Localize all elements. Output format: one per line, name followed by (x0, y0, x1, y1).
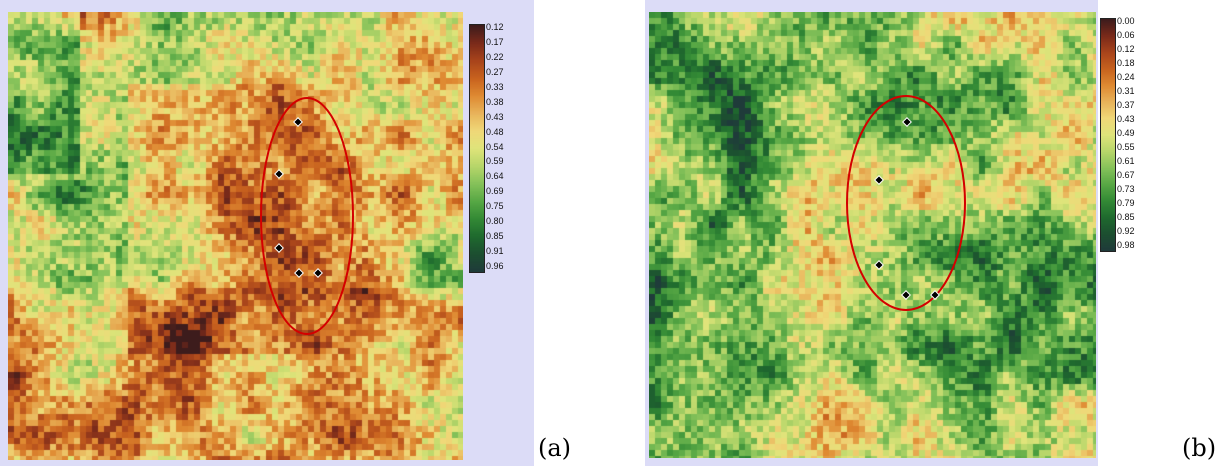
colorbar-tick-label: 0.22 (486, 51, 504, 62)
map-panel-b (645, 0, 1098, 466)
colorbar-tick-label: 0.17 (486, 36, 504, 47)
colorbar-tick-label: 0.12 (1117, 44, 1135, 54)
colorbar-tick-label: 0.67 (1117, 170, 1135, 180)
colorbar-b (1100, 18, 1116, 252)
colorbar-tick-label: 0.85 (486, 231, 504, 242)
colorbar-tick-label: 0.79 (1117, 198, 1135, 208)
colorbar-tick-label: 0.75 (486, 201, 504, 212)
colorbar-tick-label: 0.80 (486, 216, 504, 227)
colorbar-tick-label: 0.98 (1117, 240, 1135, 250)
colorbar-tick-label: 0.61 (1117, 156, 1135, 166)
colorbar-tick-label: 0.43 (486, 111, 504, 122)
colorbar-tick-label: 0.31 (1117, 86, 1135, 96)
colorbar-tick-label: 0.43 (1117, 114, 1135, 124)
colorbar-tick-label: 0.91 (486, 246, 504, 257)
map-panel-a: 0.12 0.17 0.22 0.27 0.33 0.38 0.43 0.48 0.54 0.59… (0, 0, 534, 466)
colorbar-tick-label: 0.69 (486, 186, 504, 197)
colorbar-tick-label: 0.18 (1117, 58, 1135, 68)
heatmap-b (649, 12, 1096, 458)
colorbar-tick-label: 0.33 (486, 81, 504, 92)
colorbar-tick-label: 0.73 (1117, 184, 1135, 194)
panel-label-b: (b) (1182, 434, 1217, 462)
heatmap-a (8, 12, 463, 460)
colorbar-tick-label: 0.27 (486, 66, 504, 77)
colorbar-tick-label: 0.48 (486, 126, 504, 137)
colorbar-tick-label: 0.12 (486, 22, 504, 32)
colorbar-tick-label: 0.96 (486, 261, 504, 271)
colorbar-tick-label: 0.54 (486, 141, 504, 152)
colorbar-tick-label: 0.38 (486, 96, 504, 107)
colorbar-tick-label: 0.55 (1117, 142, 1135, 152)
colorbar-tick-label: 0.92 (1117, 226, 1135, 236)
colorbar-tick-label: 0.85 (1117, 212, 1135, 222)
colorbar-tick-label: 0.59 (486, 156, 504, 167)
colorbar-tick-label: 0.24 (1117, 72, 1135, 82)
colorbar-a (469, 24, 485, 273)
colorbar-tick-label: 0.64 (486, 171, 504, 182)
colorbar-tick-label: 0.06 (1117, 30, 1135, 40)
panel-label-a: (a) (538, 434, 572, 462)
colorbar-tick-label: 0.49 (1117, 128, 1135, 138)
colorbar-tick-label: 0.37 (1117, 100, 1135, 110)
colorbar-tick-label: 0.00 (1117, 16, 1135, 26)
